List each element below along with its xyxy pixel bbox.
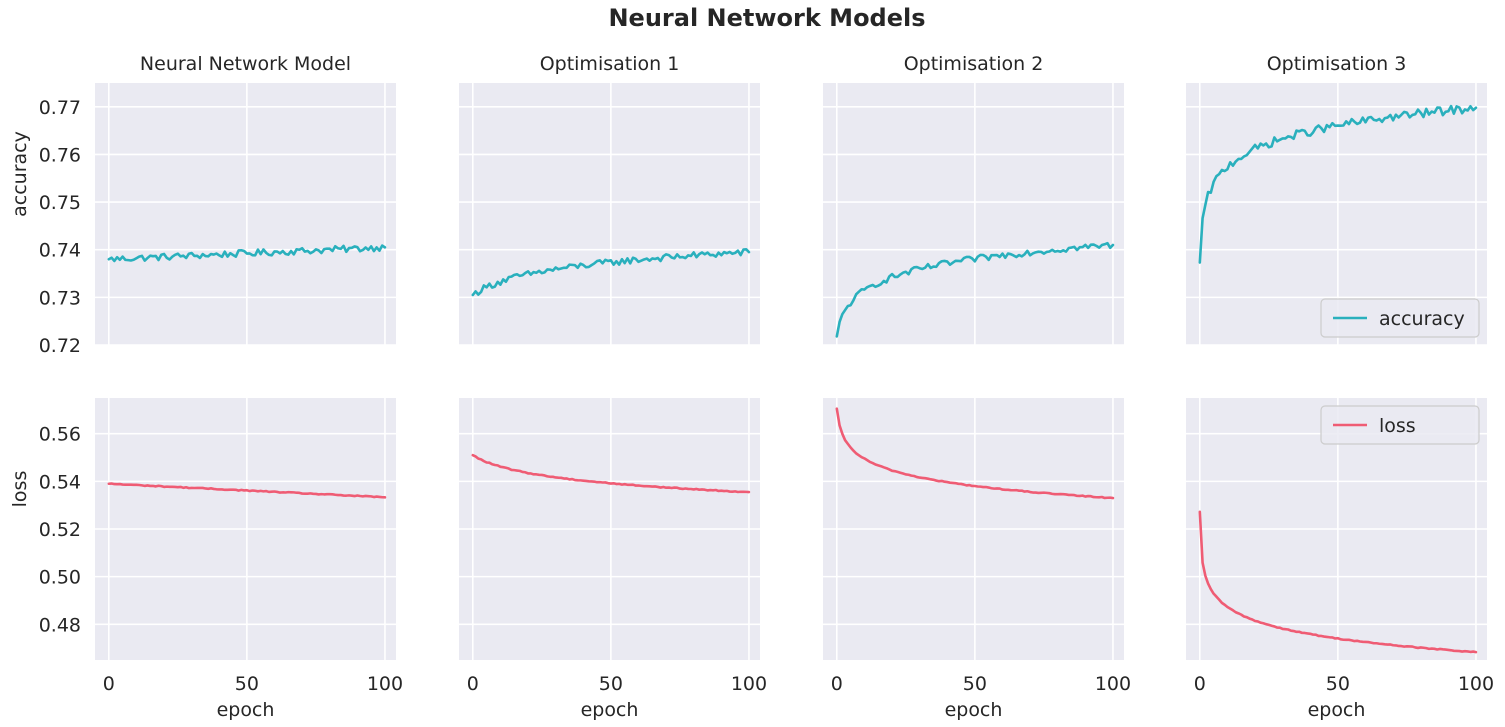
y-tick-label: 0.52: [39, 519, 81, 541]
x-tick-label: 0: [467, 673, 479, 695]
legend-label: loss: [1379, 415, 1416, 437]
panel-accuracy-1: 0.72 0.73 0.74 0.75 0.76 0.77 Neural Network M…: [9, 53, 396, 357]
x-tick-label: 100: [1095, 673, 1131, 695]
series-line-accuracy: [471, 248, 751, 297]
plot-area: [823, 83, 1124, 345]
panel-loss-2: 0 50 100 epoch: [459, 398, 767, 721]
legend-frame: [1320, 405, 1480, 445]
y-tick-label: 0.75: [39, 192, 81, 214]
x-tick-label: 0: [1194, 673, 1206, 695]
panel-loss-1: 0.48 0.50 0.52 0.54 0.56 0 50 100 epoch loss: [9, 398, 403, 721]
y-tick-label: 0.48: [39, 614, 81, 636]
series-line-loss: [471, 453, 751, 494]
legend-label: accuracy: [1379, 308, 1465, 330]
panel-title: Optimisation 2: [904, 53, 1044, 75]
series-line-loss: [1198, 510, 1478, 654]
x-tick-label: 100: [1458, 673, 1494, 695]
x-tick-label: 50: [235, 673, 259, 695]
y-axis-label: accuracy: [9, 131, 31, 217]
y-tick-label: 0.50: [39, 567, 81, 589]
panel-accuracy-2: Optimisation 1: [459, 53, 760, 346]
panel-loss-4: 0 50 100 epoch loss: [1186, 398, 1494, 721]
y-tick-label: 0.77: [39, 97, 81, 119]
series-line-accuracy: [1198, 104, 1478, 264]
y-tick-label: 0.76: [39, 144, 81, 166]
x-axis-label: epoch: [1308, 699, 1366, 721]
y-tick-label: 0.74: [39, 240, 81, 262]
series-line-accuracy: [835, 241, 1115, 338]
x-tick-label: 0: [103, 673, 115, 695]
panel-accuracy-4: Optimisation 3 accuracy: [1186, 53, 1487, 346]
x-axis-label: epoch: [945, 699, 1003, 721]
y-tick-label: 0.73: [39, 287, 81, 309]
y-tick-label: 0.54: [39, 471, 81, 493]
panel-title: Neural Network Model: [140, 53, 351, 75]
x-axis-label: epoch: [581, 699, 639, 721]
series-line-loss: [107, 482, 387, 499]
legend-frame: [1320, 298, 1480, 338]
x-tick-label: 100: [731, 673, 767, 695]
plot-area: [95, 83, 396, 345]
series-line-loss: [835, 407, 1115, 500]
legend: loss: [1320, 405, 1480, 445]
x-tick-label: 0: [831, 673, 843, 695]
y-tick-label: 0.56: [39, 424, 81, 446]
panel-title: Optimisation 1: [540, 53, 680, 75]
series-line-accuracy: [107, 244, 387, 263]
panel-accuracy-3: Optimisation 2: [823, 53, 1124, 346]
legend: accuracy: [1320, 298, 1480, 338]
panel-loss-3: 0 50 100 epoch: [823, 398, 1131, 721]
x-axis-label: epoch: [217, 699, 275, 721]
panels: 0.72 0.73 0.74 0.75 0.76 0.77 Neural Network M…: [9, 53, 1494, 721]
figure-title: Neural Network Models: [608, 4, 925, 32]
x-tick-label: 50: [963, 673, 987, 695]
plot-area: [459, 83, 760, 345]
panel-title: Optimisation 3: [1267, 53, 1407, 75]
y-axis-label: loss: [9, 471, 31, 508]
x-tick-label: 50: [599, 673, 623, 695]
x-tick-label: 100: [367, 673, 403, 695]
x-tick-label: 50: [1326, 673, 1350, 695]
y-tick-label: 0.72: [39, 335, 81, 357]
